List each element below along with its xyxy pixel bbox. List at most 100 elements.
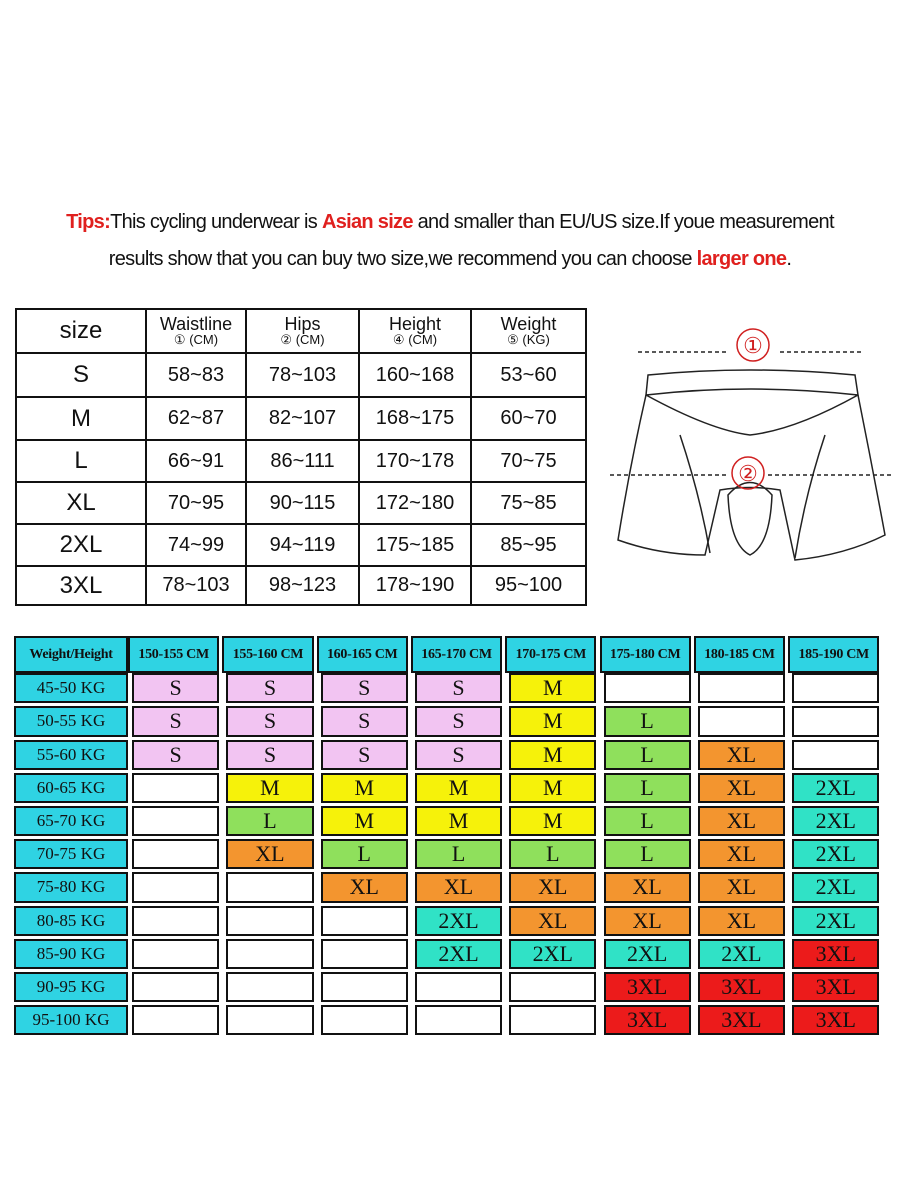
height-header: 150-155 CM: [128, 636, 220, 674]
size-cell: S: [320, 673, 408, 704]
size-value: 62~87: [145, 396, 247, 441]
size-cell: 2XL: [603, 938, 691, 969]
size-cell: S: [226, 673, 314, 704]
height-header: 175-180 CM: [599, 636, 691, 674]
size-value: 75~85: [470, 481, 587, 525]
size-value: 160~168: [358, 352, 472, 398]
empty-cell: [226, 905, 314, 936]
header-unit: ④ (CM): [392, 331, 438, 347]
empty-cell: [603, 673, 691, 704]
size-cell: 3XL: [697, 1005, 786, 1036]
weight-label: 45-50 KG: [14, 673, 128, 704]
size-value: 70~75: [470, 439, 587, 483]
size-value: 82~107: [245, 396, 360, 441]
diagram-label: ②: [738, 461, 758, 486]
size-cell: 2XL: [792, 872, 880, 903]
header-cell: Weight ⑤ (KG): [470, 308, 587, 354]
size-cell: M: [320, 806, 408, 837]
empty-cell: [132, 1005, 220, 1036]
empty-cell: [414, 972, 503, 1003]
size-value: 85~95: [470, 523, 587, 567]
shorts-diagram: ① ②: [610, 328, 892, 561]
empty-cell: [792, 673, 880, 704]
size-value: 70~95: [145, 481, 247, 525]
height-header: 170-175 CM: [505, 636, 597, 674]
size-cell: L: [603, 806, 691, 837]
size-value: 78~103: [145, 565, 247, 606]
size-cell: S: [414, 706, 503, 737]
tip-text: Asian size: [321, 211, 414, 233]
weight-label: 50-55 KG: [14, 706, 128, 737]
header-unit: ① (CM): [173, 331, 219, 347]
size-label: L: [15, 439, 147, 483]
size-label: XL: [15, 481, 147, 525]
empty-cell: [792, 739, 880, 770]
diagram-label: ①: [743, 333, 763, 358]
size-cell: 2XL: [697, 938, 786, 969]
tip-text: Tips:: [66, 211, 111, 233]
size-cell: M: [509, 673, 597, 704]
size-cell: 3XL: [603, 972, 691, 1003]
header-cell: Hips ② (CM): [245, 308, 360, 354]
empty-cell: [132, 905, 220, 936]
size-cell: XL: [509, 872, 597, 903]
empty-cell: [320, 1005, 408, 1036]
size-cell: M: [320, 772, 408, 803]
size-cell: M: [414, 772, 503, 803]
size-cell: L: [226, 806, 314, 837]
empty-cell: [132, 806, 220, 837]
empty-cell: [226, 1005, 314, 1036]
size-cell: 3XL: [792, 938, 880, 969]
size-cell: M: [509, 806, 597, 837]
header-name: Hips: [284, 313, 321, 334]
tip-text: results show that you can buy two size,w…: [108, 248, 697, 270]
size-cell: L: [603, 706, 691, 737]
size-cell: 3XL: [697, 972, 786, 1003]
size-cell: L: [320, 839, 408, 870]
weight-label: 70-75 KG: [14, 839, 128, 870]
size-cell: XL: [226, 839, 314, 870]
size-cell: XL: [603, 905, 691, 936]
empty-cell: [414, 1005, 503, 1036]
size-cell: S: [226, 706, 314, 737]
empty-cell: [697, 673, 786, 704]
size-cell: L: [603, 839, 691, 870]
size-cell: M: [226, 772, 314, 803]
empty-cell: [132, 938, 220, 969]
empty-cell: [320, 972, 408, 1003]
size-cell: S: [132, 673, 220, 704]
empty-cell: [226, 972, 314, 1003]
size-cell: S: [132, 739, 220, 770]
size-cell: 2XL: [414, 938, 503, 969]
size-value: 175~185: [358, 523, 472, 567]
size-value: 98~123: [245, 565, 360, 606]
size-cell: L: [509, 839, 597, 870]
empty-cell: [132, 972, 220, 1003]
size-cell: S: [320, 706, 408, 737]
size-value: 90~115: [245, 481, 360, 525]
size-cell: XL: [697, 739, 786, 770]
tip-text: This cycling underwear is: [110, 211, 322, 233]
empty-cell: [226, 872, 314, 903]
size-cell: XL: [697, 772, 786, 803]
size-value: 66~91: [145, 439, 247, 483]
height-header: 155-160 CM: [222, 636, 314, 674]
header-cell: Waistline ① (CM): [145, 308, 247, 354]
size-cell: 2XL: [414, 905, 503, 936]
size-cell: 3XL: [792, 1005, 880, 1036]
empty-cell: [132, 872, 220, 903]
size-label: 2XL: [15, 523, 147, 567]
size-value: 168~175: [358, 396, 472, 441]
tip-text: and smaller than EU/US size.If youe meas…: [412, 211, 835, 233]
header-name: Weight: [500, 313, 557, 334]
header-unit: ② (CM): [280, 331, 325, 347]
size-label: S: [15, 352, 147, 398]
empty-cell: [132, 772, 220, 803]
empty-cell: [509, 972, 597, 1003]
size-cell: L: [603, 772, 691, 803]
size-value: 78~103: [245, 352, 360, 398]
size-value: 53~60: [470, 352, 587, 398]
size-value: 94~119: [245, 523, 360, 567]
size-value: 86~111: [245, 439, 360, 483]
